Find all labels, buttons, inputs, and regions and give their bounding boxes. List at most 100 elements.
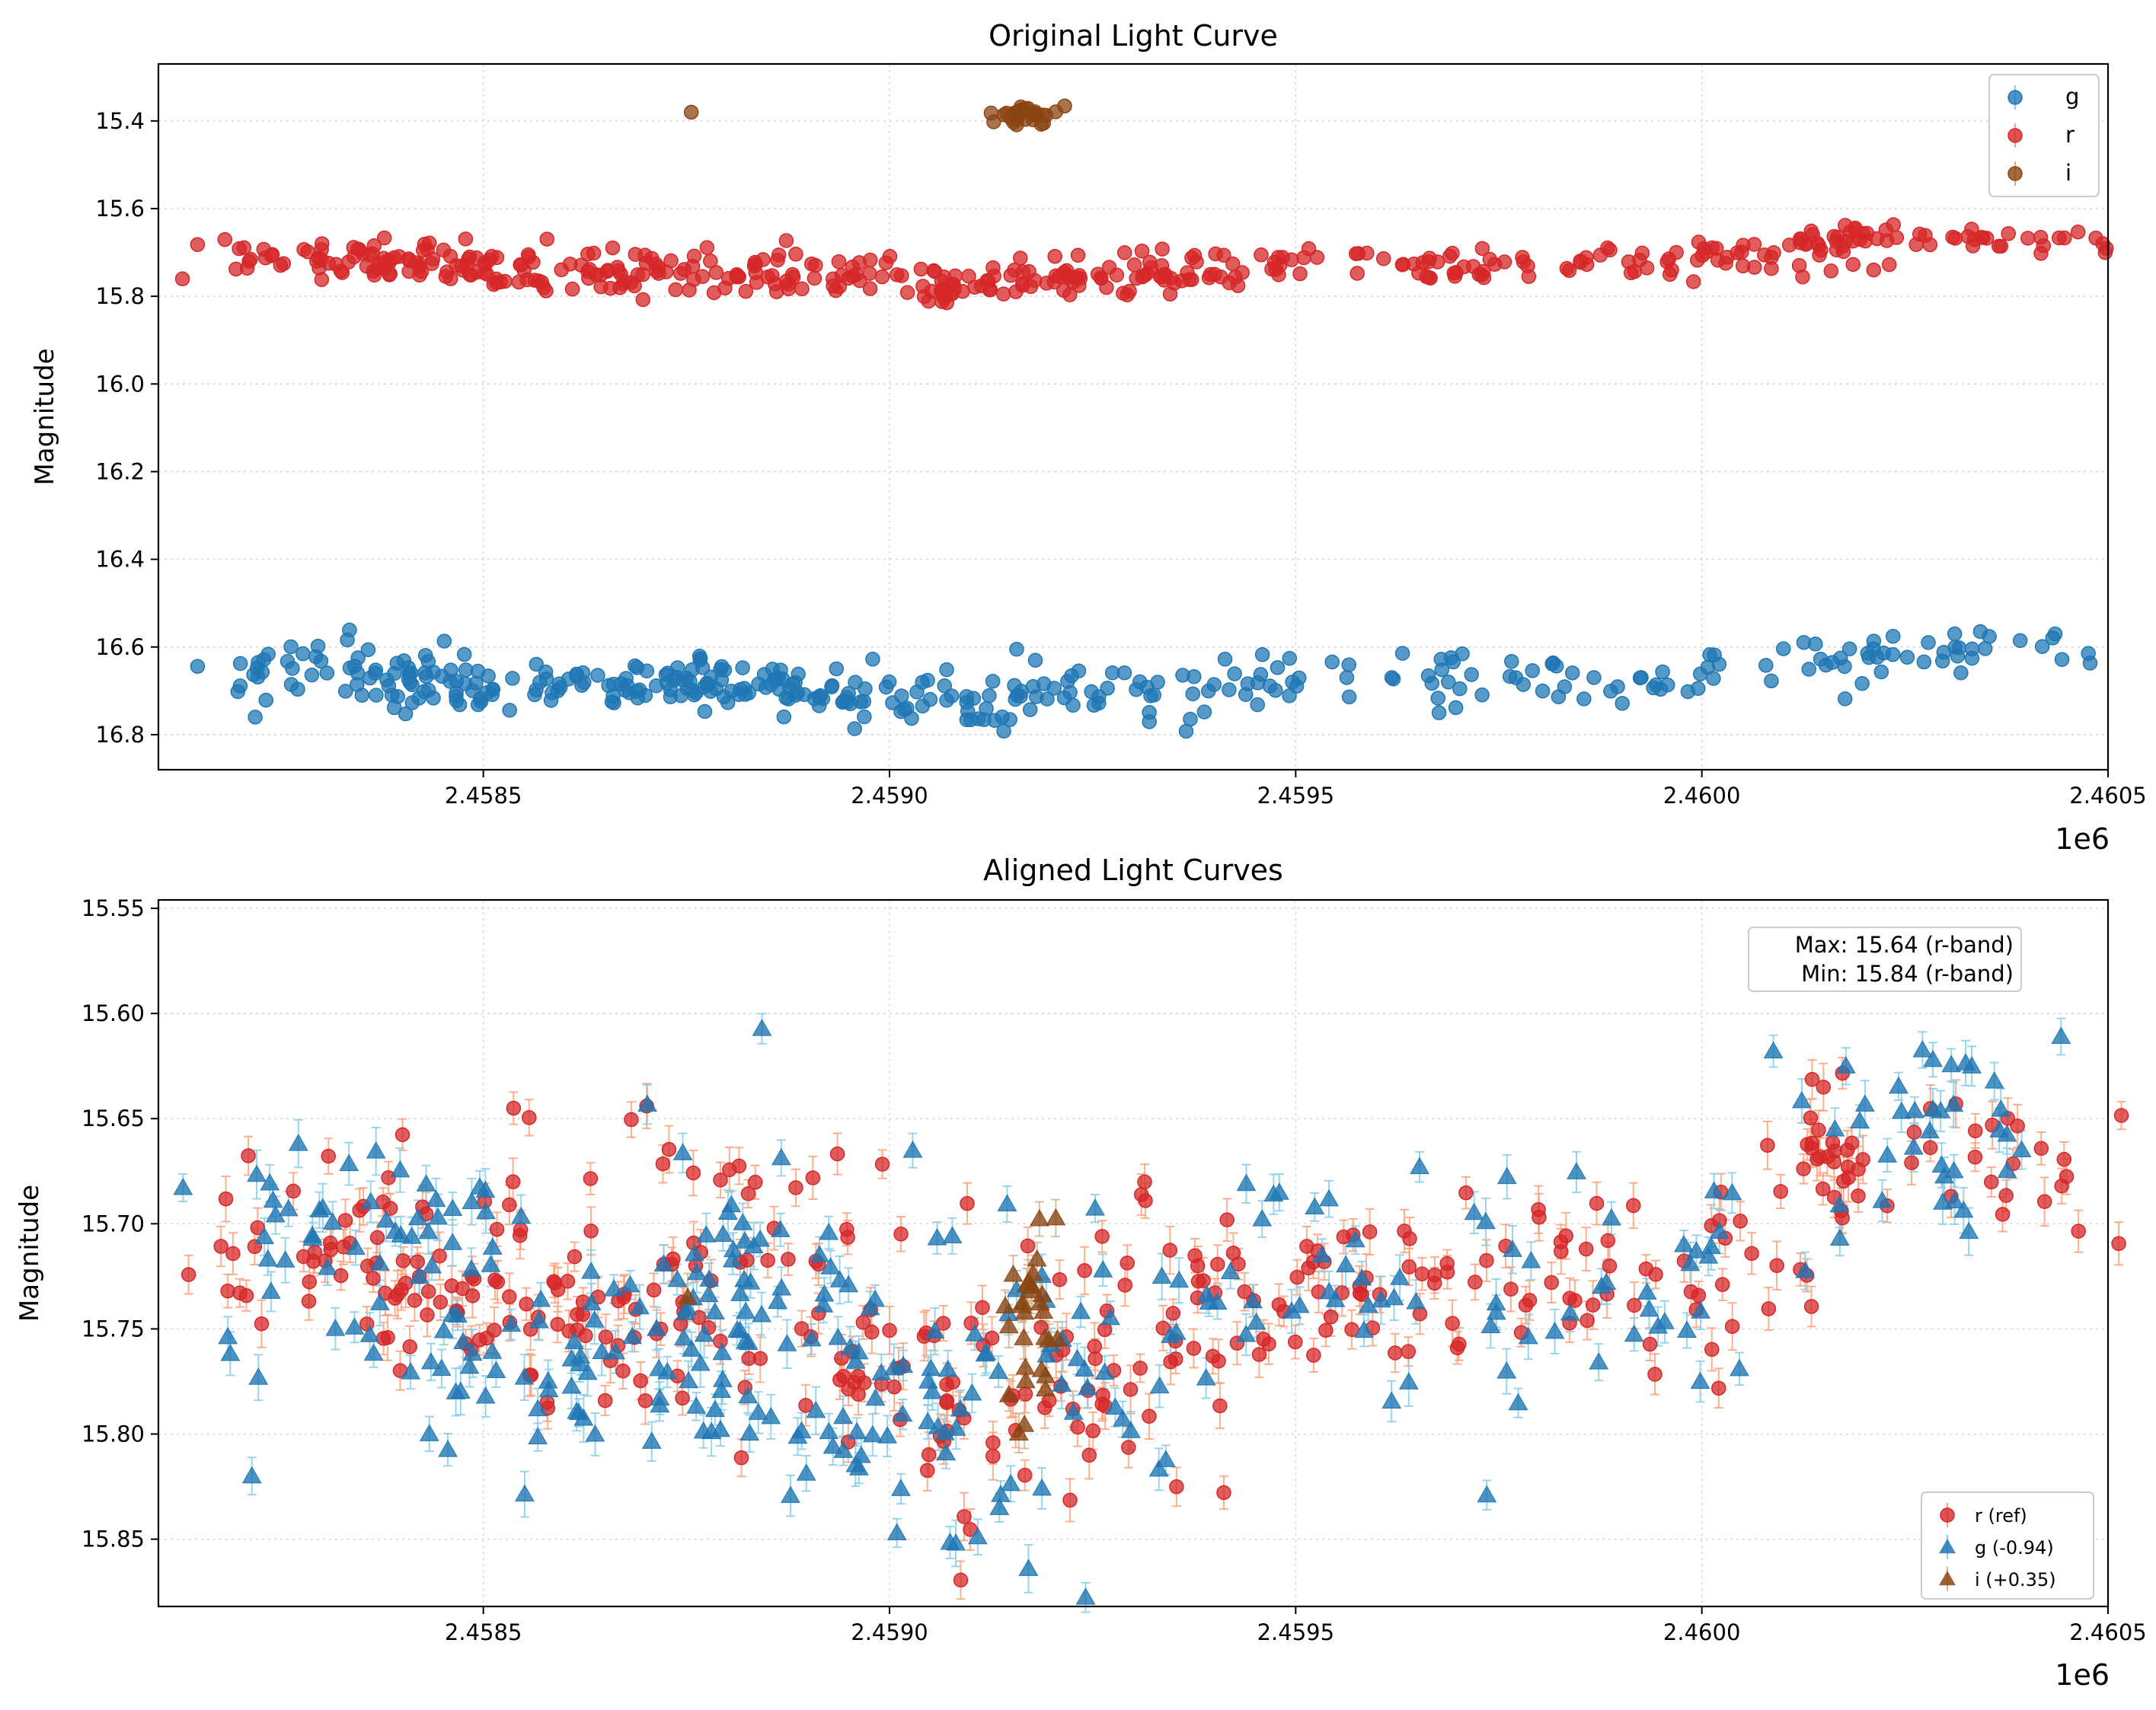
- data-point-r: [1017, 1386, 1033, 1402]
- data-point-g: [704, 1302, 725, 1319]
- data-point-g: [1947, 626, 1963, 642]
- data-point-r: [1979, 231, 1995, 246]
- data-point-g: [1476, 1211, 1496, 1230]
- data-point-g: [628, 658, 643, 674]
- data-point-g: [1040, 691, 1055, 707]
- data-point-g: [697, 703, 713, 719]
- data-point-g: [989, 1498, 1010, 1515]
- data-point-i: [1014, 1415, 1035, 1432]
- data-point-g: [1201, 683, 1216, 699]
- data-point-r: [1744, 1246, 1759, 1262]
- data-point-r: [1203, 266, 1219, 282]
- data-point-r: [1647, 1367, 1663, 1382]
- data-point-r: [412, 267, 427, 283]
- data-point-r: [939, 1393, 955, 1409]
- data-point-r: [489, 1221, 505, 1237]
- data-point-r: [1827, 1144, 1842, 1159]
- data-point-g: [309, 1200, 330, 1217]
- data-point-r: [1309, 250, 1325, 265]
- data-point-g: [1352, 1268, 1372, 1286]
- data-point-g: [1084, 684, 1099, 700]
- data-point-r: [1624, 265, 1639, 281]
- data-point-r: [1793, 231, 1808, 247]
- data-point-r: [1070, 1419, 1085, 1435]
- data-point-r: [1212, 1398, 1228, 1414]
- data-point-g: [939, 693, 954, 708]
- data-point-g: [936, 1443, 957, 1461]
- data-point-g: [260, 1172, 280, 1191]
- data-point-g: [421, 1351, 441, 1370]
- data-point-r: [564, 281, 580, 297]
- data-point-r: [309, 254, 324, 269]
- data-point-g: [1560, 1303, 1580, 1321]
- data-point-g: [811, 698, 827, 713]
- data-point-i: [1012, 1293, 1033, 1310]
- data-point-g: [1637, 1282, 1657, 1300]
- legend[interactable]: r (ref) g (-0.94) i (+0.35): [1921, 1491, 2094, 1600]
- data-point-g: [871, 1363, 892, 1380]
- x-axis-offset-label: 1e6: [2055, 822, 2110, 856]
- data-point-r: [1531, 1202, 1546, 1217]
- data-point-g: [473, 694, 489, 710]
- data-point-r: [479, 1330, 494, 1346]
- data-point-g: [676, 1303, 695, 1320]
- data-point-r: [682, 282, 697, 298]
- data-point-g: [698, 1284, 719, 1303]
- data-point-r: [889, 267, 905, 282]
- data-point-g: [822, 1436, 843, 1454]
- data-point-g: [1022, 702, 1038, 717]
- data-point-r: [1087, 1338, 1102, 1354]
- data-point-g: [1178, 723, 1194, 739]
- data-point-g: [386, 700, 402, 716]
- data-point-g: [501, 1314, 522, 1332]
- data-point-g: [1384, 1287, 1404, 1306]
- data-point-r: [1099, 279, 1114, 295]
- data-point-g: [1496, 1166, 1517, 1185]
- data-point-g: [254, 1227, 274, 1245]
- data-point-g: [433, 1320, 454, 1338]
- data-point-g: [1166, 1322, 1187, 1340]
- data-point-r: [1845, 257, 1861, 273]
- data-point-g: [1674, 1235, 1694, 1252]
- data-point-r: [1866, 262, 1882, 278]
- data-point-r: [1578, 250, 1594, 266]
- data-point-g: [1169, 1270, 1190, 1288]
- data-point-r: [699, 240, 715, 256]
- data-point-r: [829, 1146, 845, 1162]
- y-tick-label: 15.70: [81, 1211, 145, 1236]
- data-point-g: [739, 1423, 760, 1441]
- data-point-r: [276, 256, 292, 271]
- data-point-r: [1904, 1155, 1919, 1171]
- data-point-r: [1823, 263, 1839, 279]
- data-point-g: [771, 1278, 792, 1296]
- data-point-g: [684, 682, 699, 697]
- data-point-g: [531, 1289, 551, 1307]
- data-point-r: [784, 266, 800, 282]
- data-point-r: [575, 1306, 591, 1322]
- data-point-r: [955, 283, 970, 299]
- legend[interactable]: gri: [1988, 74, 2100, 197]
- data-point-g: [1116, 665, 1132, 681]
- data-point-g: [862, 1424, 883, 1443]
- data-point-g: [1586, 670, 1602, 685]
- data-point-r: [749, 275, 765, 290]
- data-point-r: [461, 251, 476, 267]
- data-point-g: [730, 1284, 750, 1301]
- data-point-r: [1077, 1263, 1092, 1278]
- data-point-r: [738, 284, 754, 299]
- data-point-g: [514, 1367, 535, 1385]
- data-point-g: [810, 1245, 829, 1262]
- data-point-r: [921, 293, 937, 309]
- data-point-g: [350, 677, 365, 692]
- data-point-g: [713, 1370, 733, 1387]
- data-point-r: [502, 1197, 517, 1213]
- data-point-r: [458, 231, 474, 247]
- data-point-r: [376, 230, 392, 246]
- data-point-g: [713, 1224, 733, 1242]
- data-point-g: [865, 652, 880, 667]
- data-point-r: [1163, 1354, 1178, 1370]
- data-point-g: [418, 648, 433, 663]
- data-point-r: [534, 274, 550, 290]
- data-point-g: [752, 1305, 771, 1322]
- data-point-g: [705, 1399, 725, 1418]
